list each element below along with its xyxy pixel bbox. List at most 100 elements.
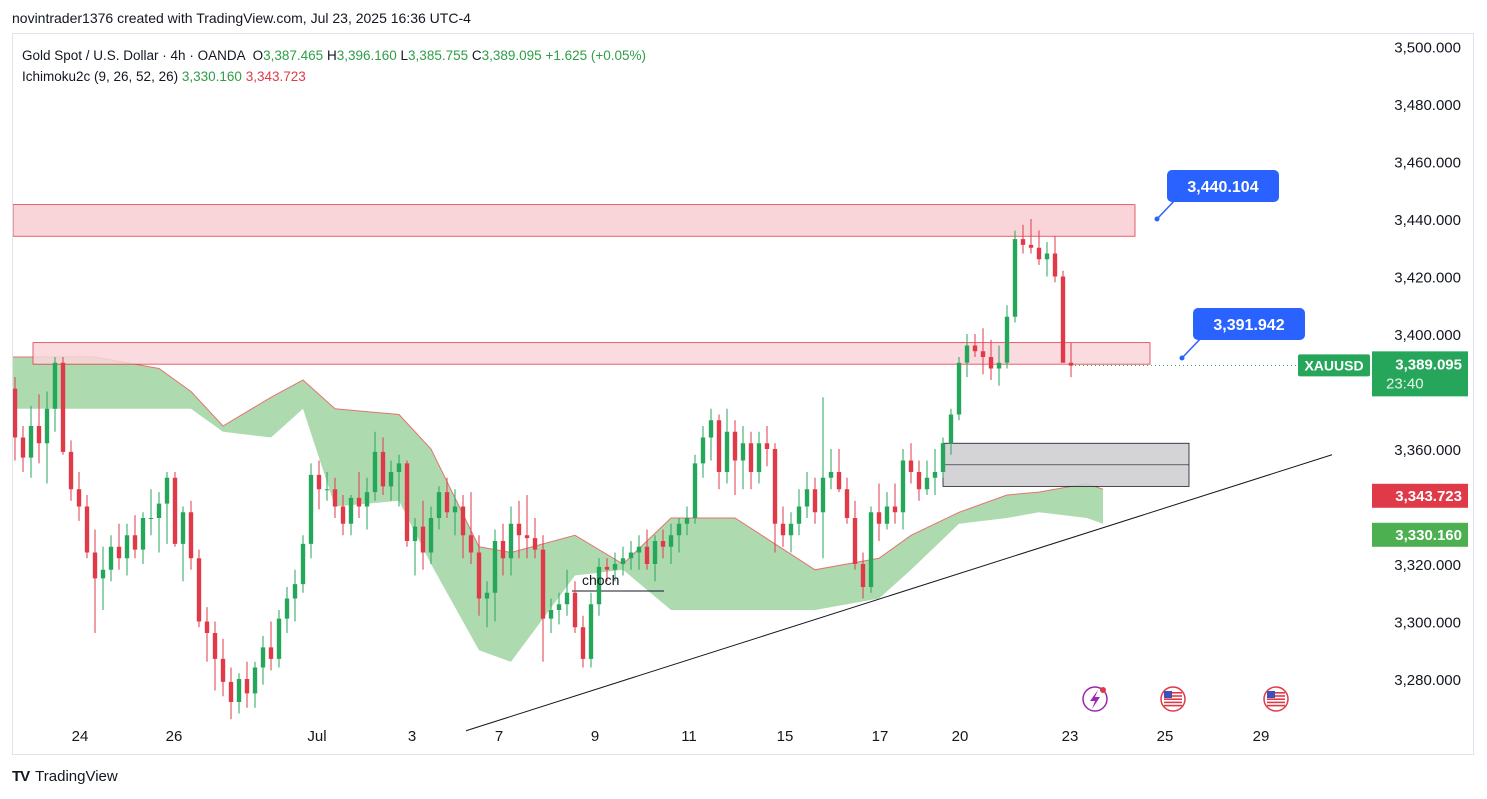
candle-body <box>84 506 90 553</box>
us-flag-icon-stripe <box>1164 701 1182 704</box>
candle-body <box>684 518 690 524</box>
candle-body <box>740 443 746 461</box>
tradingview-logo-icon: TV <box>12 768 30 785</box>
y-axis-tick: 3,440.000 <box>1394 212 1461 229</box>
candle-body <box>652 541 658 564</box>
symbol-tag-label: XAUUSD <box>1304 357 1363 373</box>
candle-body <box>852 518 858 564</box>
candle-body <box>324 489 330 491</box>
candle-body <box>948 414 954 444</box>
x-axis-tick: 17 <box>872 728 889 745</box>
y-axis-tick: 3,320.000 <box>1394 557 1461 574</box>
us-flag-icon-canton <box>1164 691 1172 698</box>
candle-body <box>492 541 498 593</box>
candle-body <box>36 426 42 444</box>
candle-body <box>940 443 946 472</box>
candle-body <box>260 647 266 668</box>
candle-body <box>916 472 922 490</box>
candle-body <box>508 523 514 559</box>
us-flag-icon[interactable] <box>1160 686 1186 712</box>
earnings-event-icon[interactable] <box>1082 686 1108 712</box>
candle-body <box>556 604 562 610</box>
y-axis-tick: 3,460.000 <box>1394 155 1461 172</box>
candle-body <box>1012 239 1018 317</box>
candle-body <box>500 541 506 559</box>
candle-body <box>284 598 290 619</box>
callout-3391-anchor <box>1179 355 1185 361</box>
candle-body <box>172 477 178 544</box>
candle-body <box>212 633 218 659</box>
candle-body <box>396 463 402 472</box>
us-flag-icon-stripe <box>1164 698 1182 700</box>
candle-body <box>236 679 242 702</box>
candle-body <box>580 627 586 659</box>
x-axis-tick: 7 <box>495 728 503 745</box>
candle-body <box>692 463 698 518</box>
candle-body <box>988 357 994 369</box>
kijun-price-value: 3,343.723 <box>1395 488 1462 505</box>
candle-body <box>876 512 882 524</box>
candle-body <box>460 506 466 536</box>
y-axis-tick: 3,420.000 <box>1394 270 1461 287</box>
indicator-name[interactable]: Ichimoku2c (9, 26, 52, 26) <box>22 69 179 84</box>
candle-body <box>612 564 618 570</box>
close-value: 3,389.095 <box>481 48 542 63</box>
candle-body <box>300 543 306 585</box>
us-flag-icon-stripe <box>1267 692 1285 694</box>
symbol-title[interactable]: Gold Spot / U.S. Dollar · 4h · OANDA <box>22 48 245 63</box>
candle-body <box>844 489 850 518</box>
candle-body <box>908 460 914 472</box>
y-axis-tick: 3,300.000 <box>1394 615 1461 632</box>
event-dot <box>1100 687 1106 693</box>
bar-countdown: 23:40 <box>1386 375 1424 392</box>
y-axis-tick: 3,360.000 <box>1394 442 1461 459</box>
candle-body <box>620 558 626 564</box>
us-flag-icon-stripe <box>1164 692 1182 694</box>
candle-body <box>1004 316 1010 363</box>
candle-body <box>660 541 666 547</box>
symbol-tag-box <box>1298 354 1370 377</box>
x-axis-tick: 24 <box>72 728 89 745</box>
tenkan-price-value: 3,330.160 <box>1395 527 1462 544</box>
resistance-zone-lower <box>32 342 1151 365</box>
ichimoku-cloud <box>13 357 1103 662</box>
candle-body <box>668 535 674 547</box>
candle-body <box>340 506 346 524</box>
candle-body <box>980 351 986 357</box>
x-axis-tick: 20 <box>952 728 969 745</box>
us-flag-icon-stripe <box>1164 704 1182 707</box>
x-axis-tick: 9 <box>591 728 599 745</box>
candle-body <box>588 604 594 659</box>
low-value: 3,385.755 <box>408 48 469 63</box>
us-flag-icon-canton <box>1267 691 1275 698</box>
candle-body <box>596 566 602 605</box>
candle-body <box>276 618 282 659</box>
candle-body <box>1044 253 1050 260</box>
indicator-value-2: 3,343.723 <box>245 69 306 84</box>
kijun-price-tag <box>1372 483 1468 508</box>
candle-body <box>348 497 354 524</box>
candle-body <box>804 489 810 507</box>
candle-body <box>100 569 106 579</box>
candle-body <box>108 546 114 570</box>
candle-body <box>308 474 314 544</box>
candle-body <box>380 451 386 487</box>
plot-area <box>13 204 1368 732</box>
candle-body <box>724 431 730 472</box>
tenkan-price-tag <box>1372 522 1468 547</box>
candle-body <box>756 443 762 472</box>
candle-body <box>956 362 962 415</box>
y-axis-tick: 3,400.000 <box>1394 327 1461 344</box>
candle-body <box>444 492 450 513</box>
candle-body <box>116 546 122 559</box>
tradingview-logo[interactable]: TV TradingView <box>12 768 118 785</box>
candle-body <box>564 592 570 605</box>
choch-label: choch <box>582 572 619 588</box>
candle-body <box>68 451 74 490</box>
candle-body <box>292 584 298 599</box>
candle-body <box>268 647 274 659</box>
us-flag-icon[interactable] <box>1263 686 1289 712</box>
candle-body <box>636 546 642 553</box>
candle-body <box>1020 239 1026 245</box>
